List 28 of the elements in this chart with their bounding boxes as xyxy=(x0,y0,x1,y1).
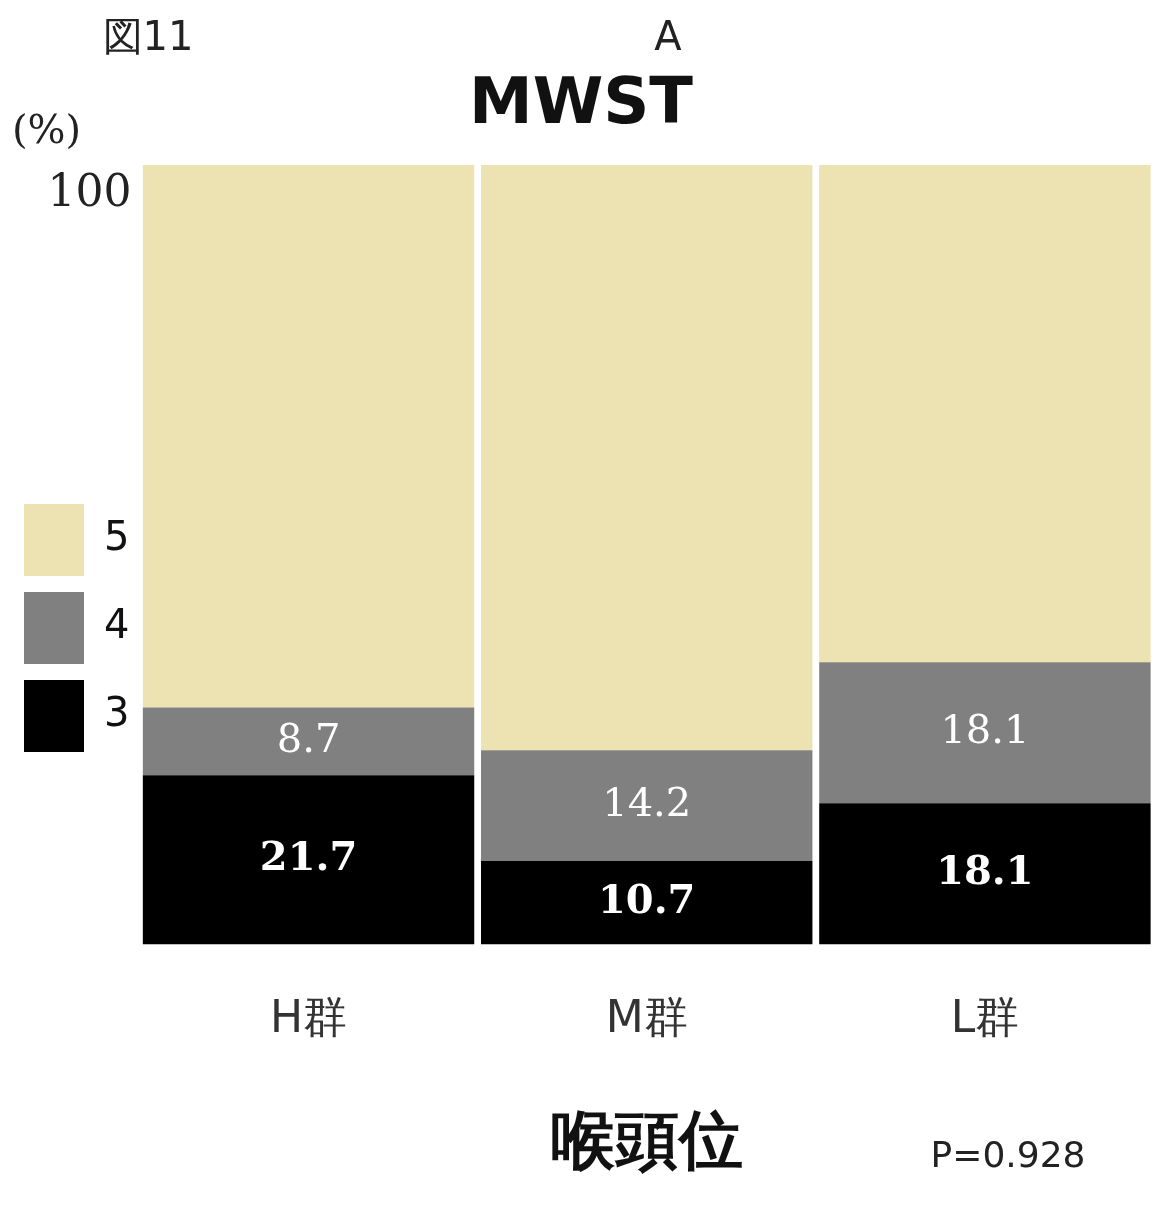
x-tick-label: M群 xyxy=(605,991,688,1043)
bar xyxy=(142,707,475,776)
bar xyxy=(819,164,1151,663)
bar xyxy=(142,164,475,708)
bar xyxy=(481,860,813,945)
data-label: 21.7 xyxy=(259,832,358,880)
data-label: 18.1 xyxy=(940,706,1030,753)
bar xyxy=(481,750,813,861)
data-label: 14.2 xyxy=(602,779,692,826)
x-tick-label: H群 xyxy=(269,991,348,1043)
legend-label: 5 xyxy=(104,513,130,560)
bar xyxy=(142,775,475,945)
y-axis-title: (%) xyxy=(12,106,82,153)
text: A xyxy=(654,13,683,60)
data-label: 8.7 xyxy=(276,714,341,761)
text: P=0.928 xyxy=(930,1134,1086,1176)
legend-label: 3 xyxy=(104,689,130,736)
chart-title: MWST xyxy=(468,64,694,139)
x-axis-title: 喉頭位 xyxy=(550,1103,743,1178)
bar xyxy=(481,164,813,751)
caption: 図11 xyxy=(102,13,194,60)
data-label: 18.1 xyxy=(936,846,1034,894)
x-tick-label: L群 xyxy=(950,991,1020,1043)
text: 100 xyxy=(47,165,132,217)
bar xyxy=(819,803,1151,945)
data-label: 10.7 xyxy=(598,875,696,923)
legend-label: 4 xyxy=(104,601,130,648)
bar xyxy=(819,662,1151,804)
